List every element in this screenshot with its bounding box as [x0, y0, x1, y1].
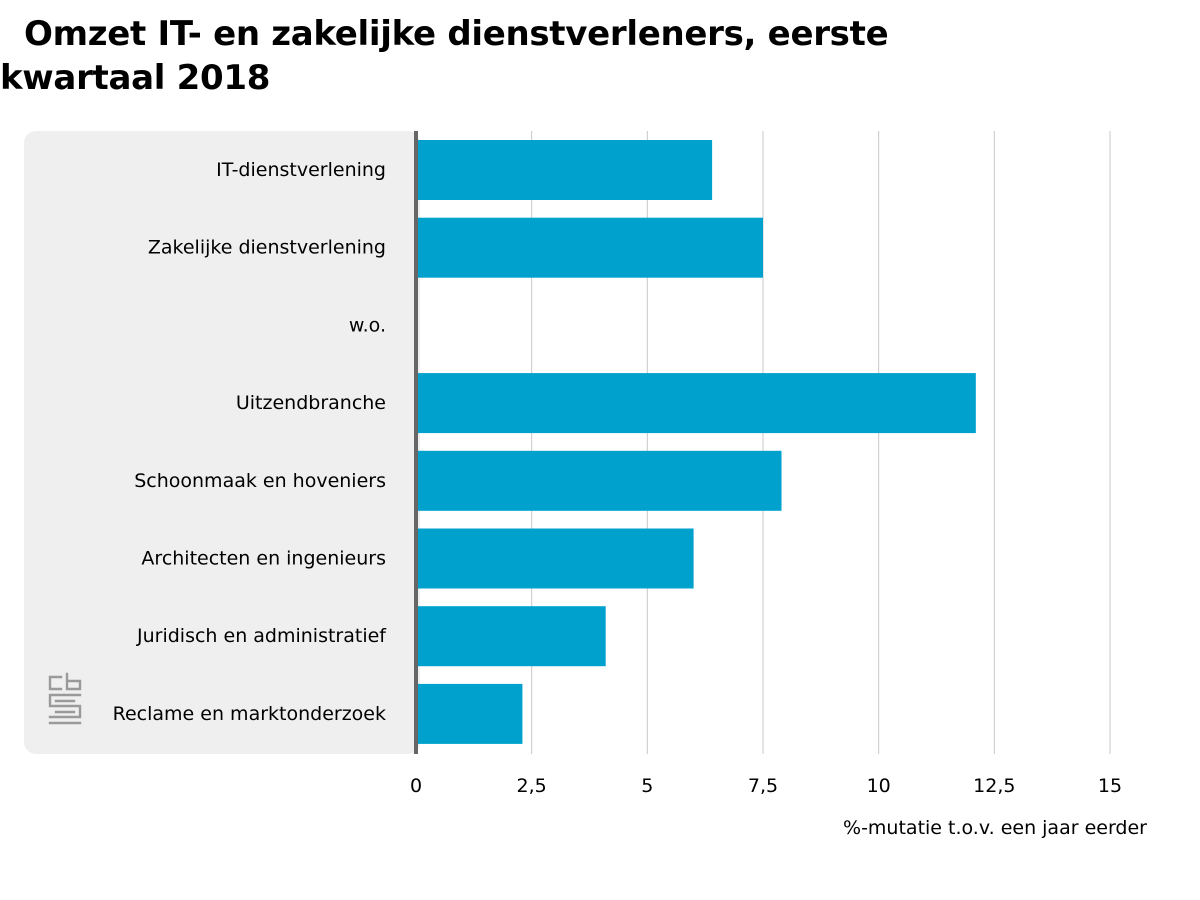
tick-label-0: 0	[410, 775, 422, 797]
category-label-schoonmaak-en-hoveniers: Schoonmaak en hoveniers	[134, 470, 386, 492]
tick-label-15: 15	[1098, 775, 1122, 797]
tick-label-5: 5	[641, 775, 653, 797]
category-label-reclame-en-marktonderzoek: Reclame en marktonderzoek	[113, 703, 386, 725]
category-label-zakelijke-dienstverlening: Zakelijke dienstverlening	[148, 237, 386, 259]
tick-labels: 0 2,5 5 7,5 10 12,5 15	[410, 775, 1122, 797]
category-label-uitzendbranche: Uitzendbranche	[236, 392, 386, 414]
bar-reclame-en-marktonderzoek	[416, 683, 523, 744]
chart-title: Omzet IT- en zakelijke dienstverleners, …	[0, 14, 889, 98]
cbs-logo-icon	[48, 672, 82, 725]
bar-schoonmaak-en-hoveniers	[416, 450, 782, 511]
bar-uitzendbranche	[416, 373, 976, 434]
category-label-architecten-en-ingenieurs: Architecten en ingenieurs	[141, 548, 386, 570]
x-axis-label: %-mutatie t.o.v. een jaar eerder	[843, 817, 1147, 839]
tick-label-10: 10	[867, 775, 891, 797]
bars	[416, 140, 976, 744]
bar-zakelijke-dienstverlening	[416, 217, 763, 278]
label-panel	[24, 131, 420, 754]
category-label-it-dienstverlening: IT-dienstverlening	[216, 159, 386, 181]
tick-label-7-5: 7,5	[748, 775, 778, 797]
bar-architecten-en-ingenieurs	[416, 528, 694, 589]
bar-it-dienstverlening	[416, 140, 713, 200]
tick-label-2-5: 2,5	[517, 775, 547, 797]
category-label-juridisch-en-administratief: Juridisch en administratief	[136, 625, 387, 647]
category-label-w-o: w.o.	[349, 314, 386, 336]
bar-juridisch-en-administratief	[416, 606, 606, 667]
category-labels: IT-dienstverlening Zakelijke dienstverlen…	[113, 159, 388, 725]
tick-label-12-5: 12,5	[973, 775, 1015, 797]
